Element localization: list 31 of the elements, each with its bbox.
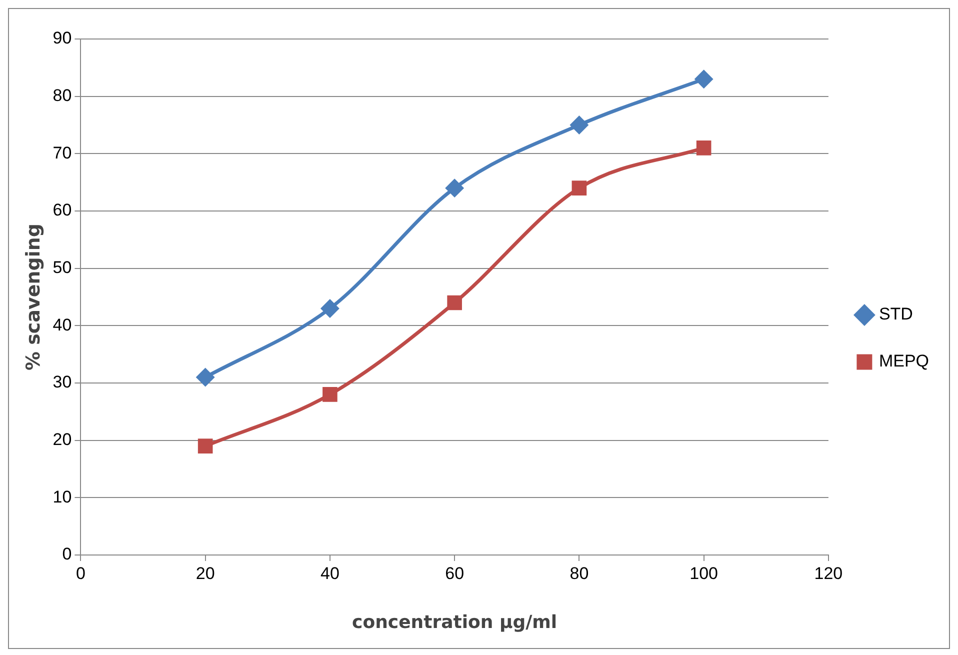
- x-tick-label: 120: [814, 564, 843, 583]
- y-tick-label: 20: [52, 430, 72, 450]
- y-tick-label: 90: [52, 28, 72, 48]
- x-tick-label: 60: [445, 564, 464, 583]
- point: [321, 300, 339, 318]
- x-axis-title: concentration µg/ml: [352, 612, 558, 633]
- point: [572, 180, 587, 196]
- point: [695, 70, 713, 88]
- y-tick-label: 10: [52, 487, 72, 506]
- y-tick-label: 80: [52, 86, 72, 106]
- point: [198, 438, 213, 454]
- legend-label: STD: [878, 304, 913, 324]
- point: [570, 116, 588, 134]
- y-tick-label: 60: [52, 200, 72, 220]
- point: [447, 295, 462, 310]
- point: [322, 387, 338, 402]
- y-tick-label: 50: [52, 258, 72, 278]
- point: [196, 368, 214, 386]
- y-tick-label: 40: [52, 315, 72, 334]
- y-tick-label: 30: [52, 372, 72, 392]
- x-tick-label: 100: [690, 564, 718, 583]
- y-tick-label: 70: [52, 143, 72, 162]
- y-axis-title: % scavenging: [22, 223, 44, 371]
- point: [696, 140, 712, 156]
- x-tick-label: 0: [76, 564, 86, 583]
- y-tick-label: 0: [62, 544, 72, 564]
- point: [446, 179, 464, 197]
- x-tick-label: 80: [570, 564, 589, 583]
- x-tick-label: 20: [196, 564, 215, 583]
- x-tick-label: 40: [320, 564, 340, 583]
- legend-label: MEPQ: [878, 352, 929, 371]
